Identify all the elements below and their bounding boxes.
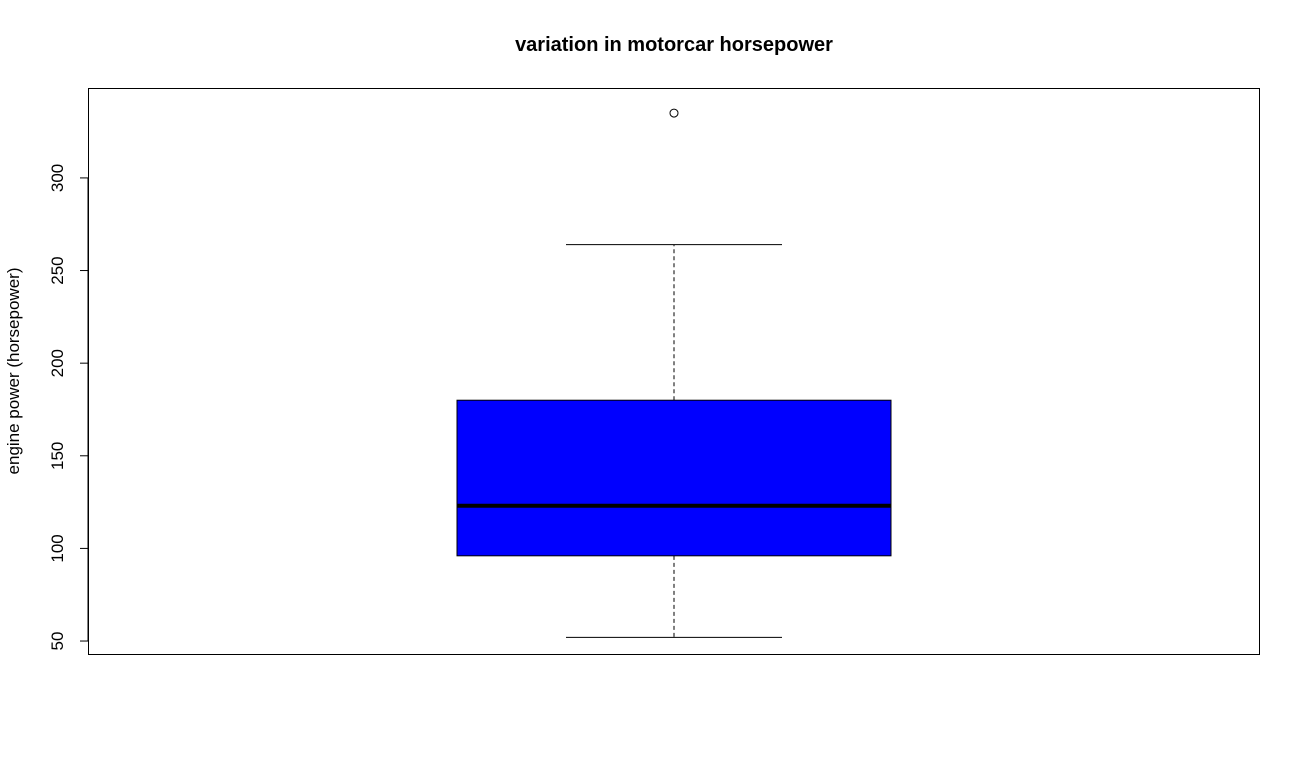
y-tick-label: 50 <box>48 632 67 651</box>
y-tick-label: 250 <box>48 256 67 284</box>
y-tick-label: 200 <box>48 349 67 377</box>
y-tick-label: 150 <box>48 442 67 470</box>
interquartile-box <box>456 399 892 557</box>
y-axis-label: engine power (horsepower) <box>4 268 23 475</box>
box-plot <box>456 108 892 638</box>
chart-title: variation in motorcar horsepower <box>515 34 833 56</box>
outlier-point <box>669 108 679 118</box>
y-axis: 50 100 150 200 250 300 <box>48 164 89 651</box>
y-tick-label: 300 <box>48 164 67 192</box>
y-tick-label: 100 <box>48 534 67 562</box>
